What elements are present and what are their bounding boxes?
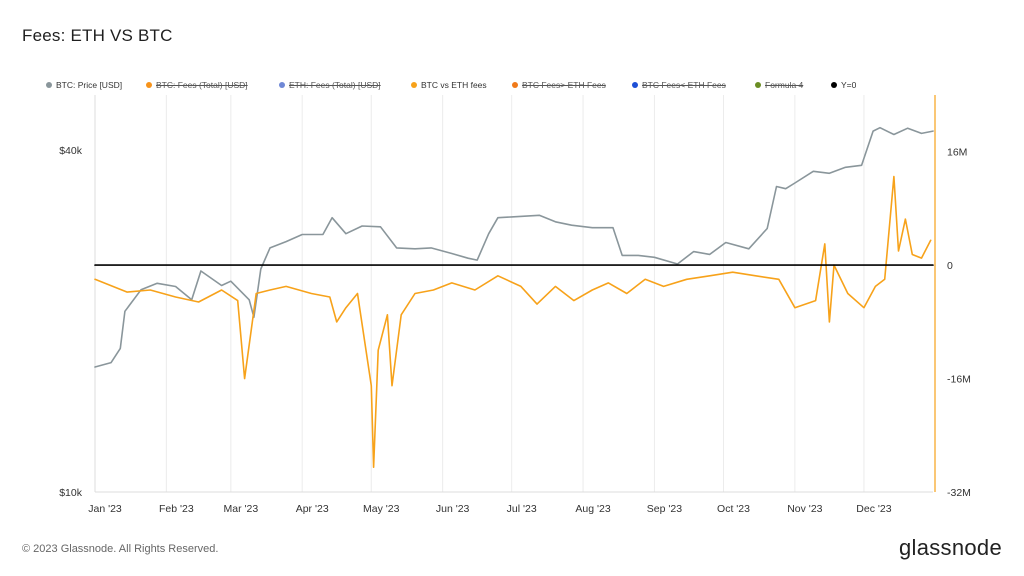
series-line-2 (94, 175, 932, 469)
legend-label: Formula 4 (765, 80, 804, 90)
legend-label: BTC Fees< ETH Fees (642, 80, 726, 90)
legend-dot-icon (755, 81, 761, 88)
series-line-1 (94, 126, 934, 368)
chart-axes (94, 95, 936, 493)
legend-item-3[interactable]: ETH: Fees (Total) [USD] (279, 80, 381, 90)
legend-dot-icon (411, 81, 417, 88)
legend-label: BTC: Price [USD] (56, 80, 123, 90)
legend-dot-icon (279, 81, 285, 88)
chart-title: Fees: ETH VS BTC (22, 26, 173, 45)
chart-series (94, 126, 934, 469)
x-tick-label: Sep '23 (647, 503, 682, 515)
x-tick-label: Nov '23 (787, 503, 822, 515)
left-tick-label: $40k (59, 145, 83, 157)
right-tick-label: -32M (947, 487, 971, 499)
x-tick-label: May '23 (363, 503, 400, 515)
x-tick-label: Jan '23 (88, 503, 122, 515)
left-tick-label: $10k (59, 487, 83, 499)
legend-item-4[interactable]: BTC vs ETH fees (411, 80, 487, 90)
legend-item-8[interactable]: Y=0 (831, 80, 856, 90)
legend-label: BTC Fees> ETH Fees (522, 80, 606, 90)
x-tick-label: Mar '23 (223, 503, 258, 515)
chart-legend: BTC: Price [USD] BTC: Fees (Total) [USD] E… (46, 80, 946, 94)
x-tick-label: Oct '23 (717, 503, 750, 515)
legend-dot-icon (632, 81, 638, 88)
x-tick-label: Dec '23 (856, 503, 891, 515)
legend-label: BTC: Fees (Total) [USD] (156, 80, 248, 90)
legend-item-6[interactable]: BTC Fees< ETH Fees (632, 80, 726, 90)
right-tick-label: -16M (947, 374, 971, 386)
right-tick-label: 16M (947, 147, 967, 159)
x-tick-label: Feb '23 (159, 503, 194, 515)
legend-item-5[interactable]: BTC Fees> ETH Fees (512, 80, 606, 90)
copyright-footer: © 2023 Glassnode. All Rights Reserved. (22, 543, 219, 555)
legend-item-1[interactable]: BTC: Price [USD] (46, 80, 122, 90)
right-tick-label: 0 (947, 260, 953, 272)
chart-ticks: Jan '23 Feb '23 Mar '23 Apr '23 May '23 Jun '… (59, 145, 971, 515)
x-tick-label: Jun '23 (436, 503, 470, 515)
legend-dot-icon (831, 81, 837, 88)
legend-label: ETH: Fees (Total) [USD] (289, 80, 381, 90)
x-tick-label: Apr '23 (296, 503, 329, 515)
brand-logo: glassnode (899, 535, 1002, 560)
legend-item-2[interactable]: BTC: Fees (Total) [USD] (146, 80, 248, 90)
legend-dot-icon (146, 81, 152, 88)
legend-label: BTC vs ETH fees (421, 80, 487, 90)
x-tick-label: Jul '23 (507, 503, 537, 515)
legend-dot-icon (46, 81, 52, 88)
legend-label: Y=0 (841, 80, 857, 90)
legend-dot-icon (512, 81, 518, 88)
x-tick-label: Aug '23 (575, 503, 610, 515)
legend-item-7[interactable]: Formula 4 (755, 80, 803, 90)
chart-grid (165, 95, 865, 492)
